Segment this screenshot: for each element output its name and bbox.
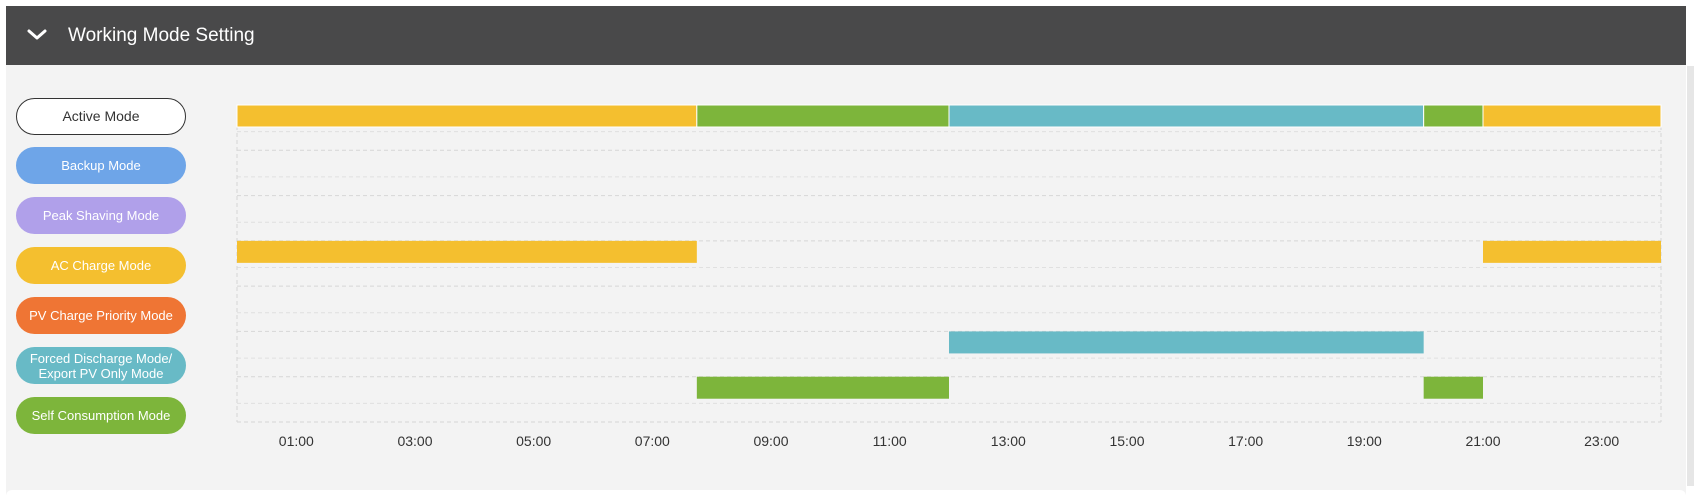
mode-label: Self Consumption Mode — [31, 408, 171, 423]
mode-label: AC Charge Mode — [50, 258, 152, 273]
x-tick-label: 11:00 — [873, 433, 907, 449]
timeline-segment[interactable] — [948, 104, 1425, 128]
mode-button-pv[interactable]: PV Charge Priority Mode — [16, 297, 186, 334]
next-card — [6, 490, 1686, 503]
timeline-segment[interactable] — [696, 376, 949, 399]
x-tick-label: 07:00 — [635, 433, 670, 449]
x-tick-label: 15:00 — [1109, 433, 1144, 449]
timeline-segment[interactable] — [696, 104, 950, 128]
x-tick-label: 05:00 — [516, 433, 551, 449]
mode-button-active[interactable]: Active Mode — [16, 98, 186, 135]
timeline-segment[interactable] — [1423, 104, 1484, 128]
mode-button-peak[interactable]: Peak Shaving Mode — [16, 197, 186, 234]
x-tick-label: 19:00 — [1347, 433, 1382, 449]
mode-label: PV Charge Priority Mode — [29, 308, 173, 323]
mode-button-backup[interactable]: Backup Mode — [16, 147, 186, 184]
x-tick-label: 21:00 — [1465, 433, 1500, 449]
chevron-down-icon[interactable] — [26, 24, 48, 46]
timeline-segment[interactable] — [237, 240, 697, 263]
x-tick-label: 13:00 — [991, 433, 1026, 449]
scrollbar[interactable] — [1687, 66, 1694, 486]
mode-label: Forced Discharge Mode/ Export PV Only Mo… — [29, 350, 173, 381]
x-tick-label: 09:00 — [753, 433, 788, 449]
mode-label: Peak Shaving Mode — [42, 208, 160, 223]
x-tick-label: 23:00 — [1584, 433, 1619, 449]
x-tick-label: 01:00 — [279, 433, 314, 449]
mode-button-self[interactable]: Self Consumption Mode — [16, 397, 186, 434]
panel-header[interactable]: Working Mode Setting — [6, 6, 1686, 65]
timeline-segment[interactable] — [1423, 376, 1483, 399]
timeline-segment[interactable] — [949, 331, 1424, 354]
mode-label: Backup Mode — [61, 158, 141, 173]
mode-label: Active Mode — [62, 108, 140, 124]
timeline-segment[interactable] — [1483, 240, 1661, 263]
mode-button-ac[interactable]: AC Charge Mode — [16, 247, 186, 284]
timeline-segment[interactable] — [236, 104, 698, 128]
panel-title: Working Mode Setting — [68, 25, 255, 46]
x-tick-label: 17:00 — [1228, 433, 1263, 449]
timeline-segment[interactable] — [1482, 104, 1662, 128]
x-tick-label: 03:00 — [397, 433, 432, 449]
chart-grid — [236, 104, 1662, 423]
mode-button-forced[interactable]: Forced Discharge Mode/ Export PV Only Mo… — [16, 347, 186, 384]
